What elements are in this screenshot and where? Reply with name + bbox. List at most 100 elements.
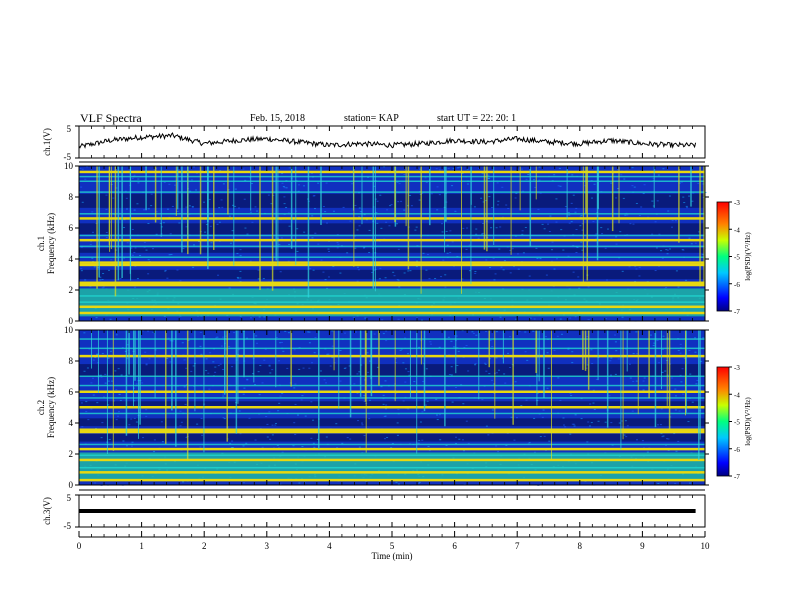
noise-speckle <box>93 266 96 268</box>
noise-speckle <box>680 381 683 383</box>
noise-speckle <box>455 335 458 337</box>
noise-speckle <box>281 182 284 184</box>
noise-speckle <box>513 265 516 267</box>
noise-speckle <box>471 331 474 333</box>
noise-speckle <box>590 179 593 181</box>
noise-speckle <box>250 317 253 319</box>
noise-speckle <box>660 250 663 252</box>
noise-speckle <box>454 387 457 389</box>
noise-speckle <box>397 318 400 320</box>
noise-speckle <box>601 233 604 235</box>
noise-speckle <box>238 410 241 412</box>
impulsive-emission <box>512 330 514 425</box>
impulsive-emission <box>318 330 320 449</box>
noise-speckle <box>115 419 118 421</box>
noise-speckle <box>435 168 438 170</box>
noise-speckle <box>614 341 617 343</box>
noise-speckle <box>147 273 150 275</box>
noise-speckle <box>450 374 453 376</box>
noise-speckle <box>420 319 423 321</box>
noise-speckle <box>382 333 385 335</box>
noise-speckle <box>239 255 242 257</box>
noise-speckle <box>509 336 512 338</box>
noise-speckle <box>101 353 104 355</box>
noise-speckle <box>638 215 641 217</box>
impulsive-emission <box>483 166 486 250</box>
noise-speckle <box>424 177 427 179</box>
noise-speckle <box>606 279 609 281</box>
impulsive-emission <box>394 166 396 223</box>
noise-speckle <box>682 196 685 198</box>
noise-speckle <box>662 435 665 437</box>
noise-speckle <box>180 421 183 423</box>
noise-speckle <box>495 227 498 229</box>
noise-speckle <box>417 442 420 444</box>
noise-speckle <box>658 362 661 364</box>
noise-speckle <box>144 351 147 353</box>
noise-speckle <box>397 483 400 485</box>
y-axis-label-channel: ch.2 <box>36 400 46 415</box>
noise-speckle <box>389 205 392 207</box>
noise-speckle <box>320 259 323 261</box>
noise-speckle <box>110 380 113 382</box>
impulsive-emission <box>96 166 98 289</box>
impulsive-emission <box>365 330 367 453</box>
noise-speckle <box>317 182 320 184</box>
noise-speckle <box>176 210 179 212</box>
noise-speckle <box>408 374 411 376</box>
noise-speckle <box>264 348 267 350</box>
noise-speckle <box>119 278 122 280</box>
impulsive-emission <box>550 330 552 460</box>
colorbar-tick-label: -6 <box>734 446 740 454</box>
noise-speckle <box>237 277 240 279</box>
noise-speckle <box>591 362 594 364</box>
noise-speckle <box>332 210 335 212</box>
noise-speckle <box>646 451 649 453</box>
noise-speckle <box>143 246 146 248</box>
noise-speckle <box>179 410 182 412</box>
x-tick-label: 6 <box>452 541 457 551</box>
noise-speckle <box>500 266 503 268</box>
noise-speckle <box>452 168 455 170</box>
noise-speckle <box>130 247 133 249</box>
spectral-line <box>79 311 705 315</box>
noise-speckle <box>540 348 543 350</box>
noise-speckle <box>130 445 133 447</box>
noise-speckle <box>614 373 617 375</box>
noise-speckle <box>385 330 388 332</box>
noise-speckle <box>341 442 344 444</box>
noise-speckle <box>570 221 573 223</box>
noise-speckle <box>126 344 129 346</box>
noise-speckle <box>525 178 528 180</box>
impulsive-emission <box>585 166 587 214</box>
noise-speckle <box>559 318 562 320</box>
noise-speckle <box>438 194 441 196</box>
noise-speckle <box>399 349 402 351</box>
noise-speckle <box>166 277 169 279</box>
noise-speckle <box>560 229 563 231</box>
spectral-line <box>79 283 705 287</box>
noise-speckle <box>301 395 304 397</box>
y-axis-label: ch.3(V) <box>42 497 52 525</box>
impulsive-emission <box>154 330 156 399</box>
noise-speckle <box>327 353 330 355</box>
noise-speckle <box>133 348 136 350</box>
noise-speckle <box>219 363 222 365</box>
y-tick-label: 6 <box>69 223 74 233</box>
noise-speckle <box>492 257 495 259</box>
noise-speckle <box>532 330 535 332</box>
noise-speckle <box>141 382 144 384</box>
noise-speckle <box>96 402 99 404</box>
noise-speckle <box>229 442 232 444</box>
noise-speckle <box>592 389 595 391</box>
impulsive-emission <box>606 330 609 428</box>
impulsive-emission <box>129 166 131 274</box>
noise-speckle <box>275 336 278 338</box>
noise-speckle <box>491 379 494 381</box>
noise-speckle <box>80 270 83 272</box>
impulsive-emission <box>611 166 614 232</box>
noise-speckle <box>592 221 595 223</box>
impulsive-emission <box>128 330 130 375</box>
noise-speckle <box>296 250 299 252</box>
noise-speckle <box>228 287 231 289</box>
